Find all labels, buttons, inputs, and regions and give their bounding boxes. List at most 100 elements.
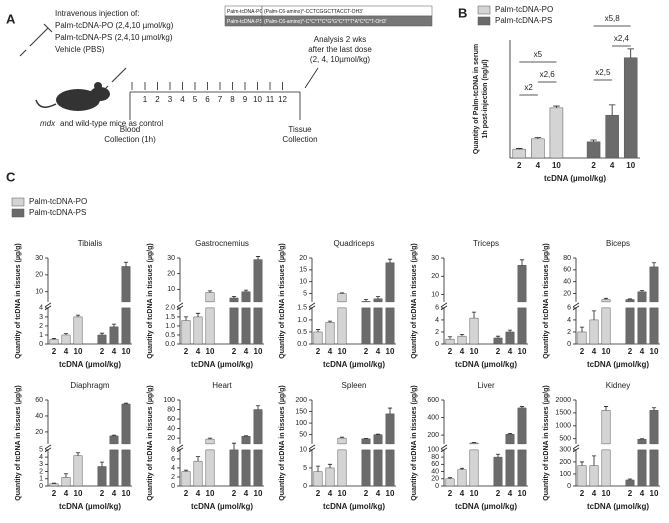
x-axis-label: tcDNA (µmol/kg): [323, 502, 385, 511]
x-tick-label: 10: [626, 161, 635, 170]
week-label: 6: [205, 95, 210, 104]
x-tick-label: 4: [196, 489, 201, 498]
bar: [361, 438, 371, 487]
y-tick-label: 1.5: [297, 305, 307, 312]
bar: [531, 138, 545, 159]
y-tick-label: 10: [35, 289, 43, 296]
tissue-text: Collection: [282, 135, 317, 144]
chart-title: Biceps: [606, 239, 630, 248]
x-tick-label: 2: [184, 347, 189, 356]
x-axis-label: tcDNA (µmol/kg): [191, 502, 253, 511]
axis-break: [44, 302, 52, 311]
y-tick-label: 0: [39, 341, 43, 348]
bar: [253, 259, 263, 345]
error-bar: [183, 469, 189, 472]
y-tick-label: 5: [303, 290, 307, 297]
error-bar: [63, 333, 69, 335]
y-tick-label: 5: [303, 465, 307, 472]
x-tick-label: 10: [254, 347, 263, 356]
error-bar: [183, 316, 189, 321]
analysis-arrow: [304, 67, 319, 89]
bar: [445, 478, 455, 487]
analysis-text: after the last dose: [308, 45, 372, 54]
week-label: 7: [218, 95, 223, 104]
error-bar: [447, 336, 453, 340]
x-tick-label: 4: [592, 489, 597, 498]
legend-swatch: [11, 197, 25, 207]
error-bar: [591, 310, 597, 320]
error-bar: [255, 405, 261, 410]
y-tick-label: 1000: [555, 423, 571, 430]
y-tick-label: 20: [431, 476, 439, 483]
mouse-text: and wild-type mice as control: [60, 119, 163, 128]
bar: [586, 141, 601, 159]
error-bar: [327, 463, 333, 468]
x-tick-label: 2: [591, 161, 596, 170]
error-bar: [255, 256, 261, 260]
y-tick-label: 60: [431, 461, 439, 468]
error-bar: [207, 437, 213, 440]
bar: [577, 331, 587, 345]
bar: [505, 433, 515, 487]
error-bar: [471, 311, 477, 319]
x-tick-label: 10: [650, 347, 659, 356]
error-bar: [651, 262, 657, 267]
week-label: 8: [230, 95, 235, 104]
x-tick-label: 10: [122, 489, 131, 498]
y-tick-label: 30: [35, 255, 43, 262]
tissue-text: Tissue: [288, 125, 312, 134]
y-tick-label: 0: [39, 483, 43, 490]
legend-swatch: [11, 208, 25, 218]
y-tick-label: 0: [303, 483, 307, 490]
y-axis-label: Quantity of tcDNA in tissues (µg/g): [147, 243, 154, 358]
x-tick-label: 2: [316, 489, 321, 498]
x-tick-label: 10: [386, 489, 395, 498]
axis-break: [176, 444, 184, 453]
chart-title: Kidney: [606, 381, 630, 390]
x-tick-label: 10: [254, 489, 263, 498]
x-tick-label: 4: [112, 489, 117, 498]
y-axis-label: Quantity of Palm-tcDNA in serum: [473, 44, 480, 154]
x-tick-label: 2: [580, 347, 585, 356]
y-axis-label: Quantity of tcDNA in tissues (µg/g): [411, 385, 418, 500]
bar: [229, 297, 239, 345]
y-tick-label: 20: [563, 290, 571, 297]
y-tick-label: 100: [295, 420, 307, 427]
error-bar: [608, 104, 616, 116]
x-tick-label: 2: [496, 489, 501, 498]
y-tick-label: 40: [563, 279, 571, 286]
bar: [517, 265, 527, 345]
bar: [73, 455, 83, 487]
y-tick-label: 2: [435, 329, 439, 336]
bar: [313, 471, 323, 487]
x-tick-label: 4: [508, 347, 513, 356]
chart-title: Spleen: [342, 381, 367, 390]
mouse-strain: mdx: [40, 119, 56, 128]
y-tick-label: 2: [39, 468, 43, 475]
y-tick-label: 10: [299, 447, 307, 454]
x-tick-label: 10: [74, 347, 83, 356]
x-tick-label: 2: [364, 489, 369, 498]
y-tick-label: 200: [427, 432, 439, 439]
week-label: 1: [143, 95, 148, 104]
error-bar: [459, 467, 465, 470]
error-bar: [495, 453, 501, 458]
x-tick-label: 2: [52, 347, 57, 356]
legend-swatch: [477, 16, 491, 26]
x-tick-label: 10: [518, 347, 527, 356]
error-bar: [111, 434, 117, 436]
y-tick-label: 150: [295, 408, 307, 415]
error-bar: [651, 407, 657, 411]
bar: [601, 299, 611, 345]
y-tick-label: 200: [295, 397, 307, 404]
legend-label: Palm-tcDNA-PS: [29, 208, 86, 217]
y-tick-label: 80: [431, 454, 439, 461]
week-label: 2: [155, 95, 160, 104]
error-bar: [75, 314, 81, 317]
y-tick-label: 80: [563, 255, 571, 262]
x-tick-label: 10: [650, 489, 659, 498]
chart-title: Triceps: [473, 239, 499, 248]
y-tick-label: 4: [39, 454, 43, 461]
y-tick-label: 0.5: [165, 332, 175, 339]
